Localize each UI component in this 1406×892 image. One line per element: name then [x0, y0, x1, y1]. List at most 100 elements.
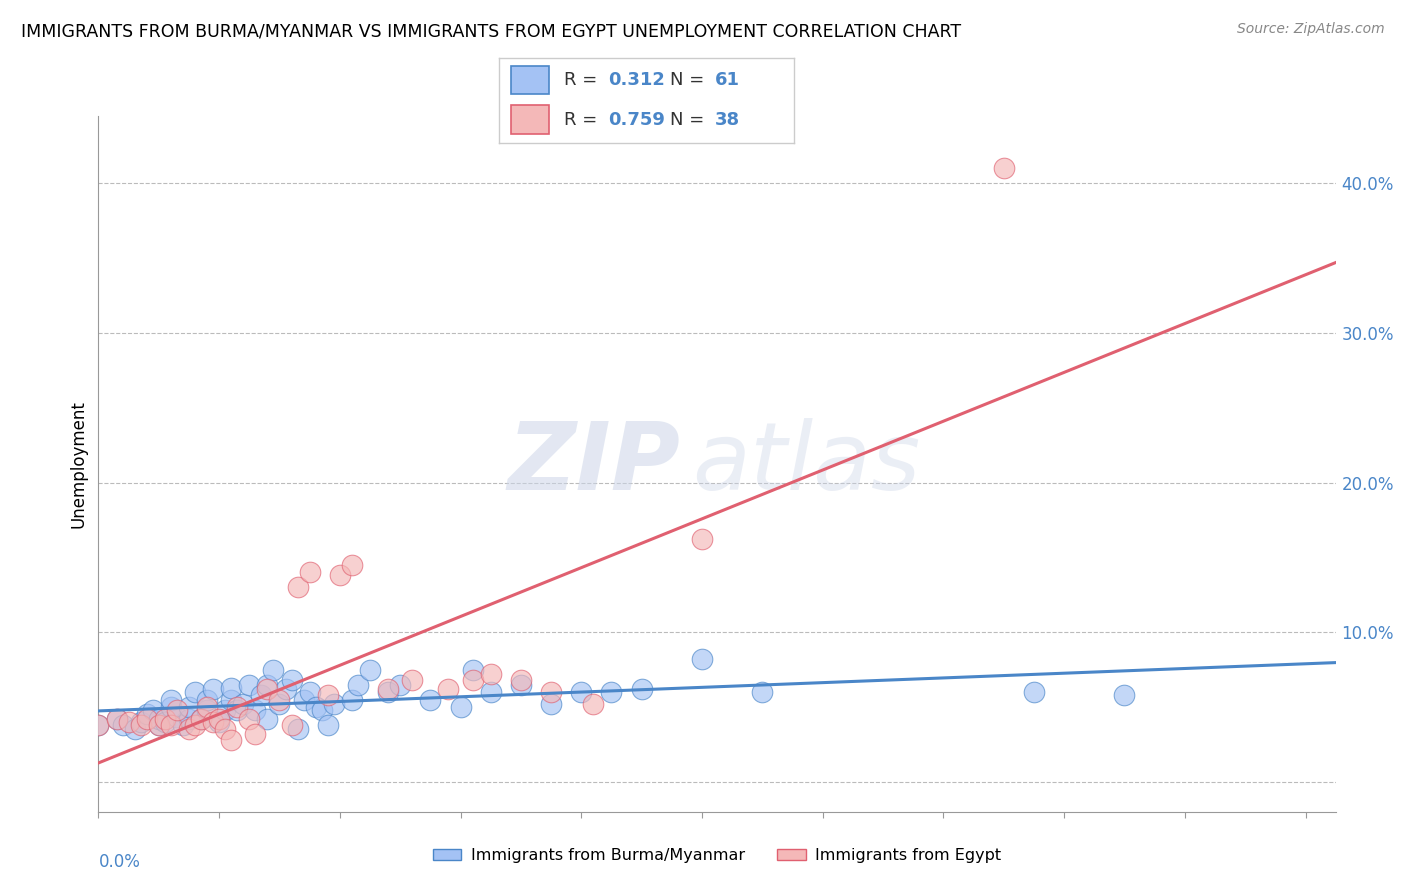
- Point: [232, 697, 254, 711]
- Point: [124, 723, 146, 737]
- Point: [129, 718, 152, 732]
- Point: [129, 714, 152, 729]
- FancyBboxPatch shape: [510, 66, 550, 95]
- Text: atlas: atlas: [692, 418, 921, 509]
- Point: [219, 692, 242, 706]
- Point: [177, 712, 200, 726]
- Point: [166, 710, 188, 724]
- Point: [340, 558, 363, 572]
- Point: [87, 718, 110, 732]
- Point: [177, 700, 200, 714]
- Point: [148, 718, 170, 732]
- Point: [316, 718, 339, 732]
- Point: [245, 727, 267, 741]
- Point: [316, 688, 339, 702]
- Point: [238, 712, 260, 726]
- Point: [111, 718, 134, 732]
- Point: [160, 700, 183, 714]
- Point: [280, 718, 302, 732]
- Point: [190, 712, 212, 726]
- Point: [135, 712, 157, 726]
- Point: [269, 692, 291, 706]
- Point: [540, 697, 562, 711]
- Point: [305, 700, 328, 714]
- Point: [135, 707, 157, 722]
- Point: [208, 712, 231, 726]
- Point: [214, 703, 236, 717]
- FancyBboxPatch shape: [510, 105, 550, 134]
- Point: [298, 685, 321, 699]
- Point: [461, 673, 484, 687]
- Point: [322, 697, 344, 711]
- Point: [1022, 685, 1045, 699]
- Point: [256, 712, 278, 726]
- Text: 0.312: 0.312: [609, 71, 665, 89]
- Point: [377, 681, 399, 696]
- Point: [256, 677, 278, 691]
- Point: [105, 712, 128, 726]
- Point: [117, 714, 139, 729]
- Point: [479, 685, 502, 699]
- Text: Source: ZipAtlas.com: Source: ZipAtlas.com: [1237, 22, 1385, 37]
- Point: [292, 692, 315, 706]
- Point: [600, 685, 623, 699]
- Point: [166, 703, 188, 717]
- Point: [389, 677, 412, 691]
- Point: [347, 677, 370, 691]
- Point: [202, 681, 225, 696]
- Point: [993, 161, 1015, 176]
- Point: [262, 663, 284, 677]
- Point: [172, 718, 194, 732]
- Point: [208, 714, 231, 729]
- Point: [287, 580, 309, 594]
- Text: 61: 61: [714, 71, 740, 89]
- Legend: Immigrants from Burma/Myanmar, Immigrants from Egypt: Immigrants from Burma/Myanmar, Immigrant…: [426, 842, 1008, 870]
- Point: [226, 700, 249, 714]
- Point: [184, 685, 207, 699]
- Point: [359, 663, 381, 677]
- Text: IMMIGRANTS FROM BURMA/MYANMAR VS IMMIGRANTS FROM EGYPT UNEMPLOYMENT CORRELATION : IMMIGRANTS FROM BURMA/MYANMAR VS IMMIGRA…: [21, 22, 962, 40]
- Text: N =: N =: [671, 71, 710, 89]
- Point: [214, 723, 236, 737]
- Point: [105, 712, 128, 726]
- Point: [190, 712, 212, 726]
- Point: [479, 667, 502, 681]
- Point: [238, 677, 260, 691]
- Point: [219, 732, 242, 747]
- Point: [311, 703, 333, 717]
- Text: R =: R =: [564, 111, 603, 128]
- Point: [250, 688, 273, 702]
- Point: [450, 700, 472, 714]
- Y-axis label: Unemployment: Unemployment: [69, 400, 87, 528]
- Point: [195, 692, 218, 706]
- Point: [437, 681, 460, 696]
- Point: [226, 703, 249, 717]
- Point: [184, 718, 207, 732]
- Point: [87, 718, 110, 732]
- Point: [377, 685, 399, 699]
- Point: [160, 718, 183, 732]
- Point: [690, 533, 713, 547]
- Text: R =: R =: [564, 71, 603, 89]
- Point: [329, 568, 352, 582]
- Point: [219, 681, 242, 695]
- Point: [298, 566, 321, 580]
- Point: [148, 712, 170, 726]
- Point: [160, 692, 183, 706]
- Point: [177, 723, 200, 737]
- Point: [582, 697, 605, 711]
- Text: ZIP: ZIP: [508, 417, 681, 510]
- Point: [153, 714, 176, 729]
- Point: [690, 652, 713, 666]
- Point: [287, 723, 309, 737]
- Point: [142, 703, 165, 717]
- Point: [540, 685, 562, 699]
- Point: [195, 700, 218, 714]
- Point: [1114, 688, 1136, 702]
- Point: [630, 681, 652, 696]
- Point: [340, 692, 363, 706]
- Point: [148, 718, 170, 732]
- Point: [274, 681, 297, 696]
- Point: [153, 712, 176, 726]
- Point: [401, 673, 423, 687]
